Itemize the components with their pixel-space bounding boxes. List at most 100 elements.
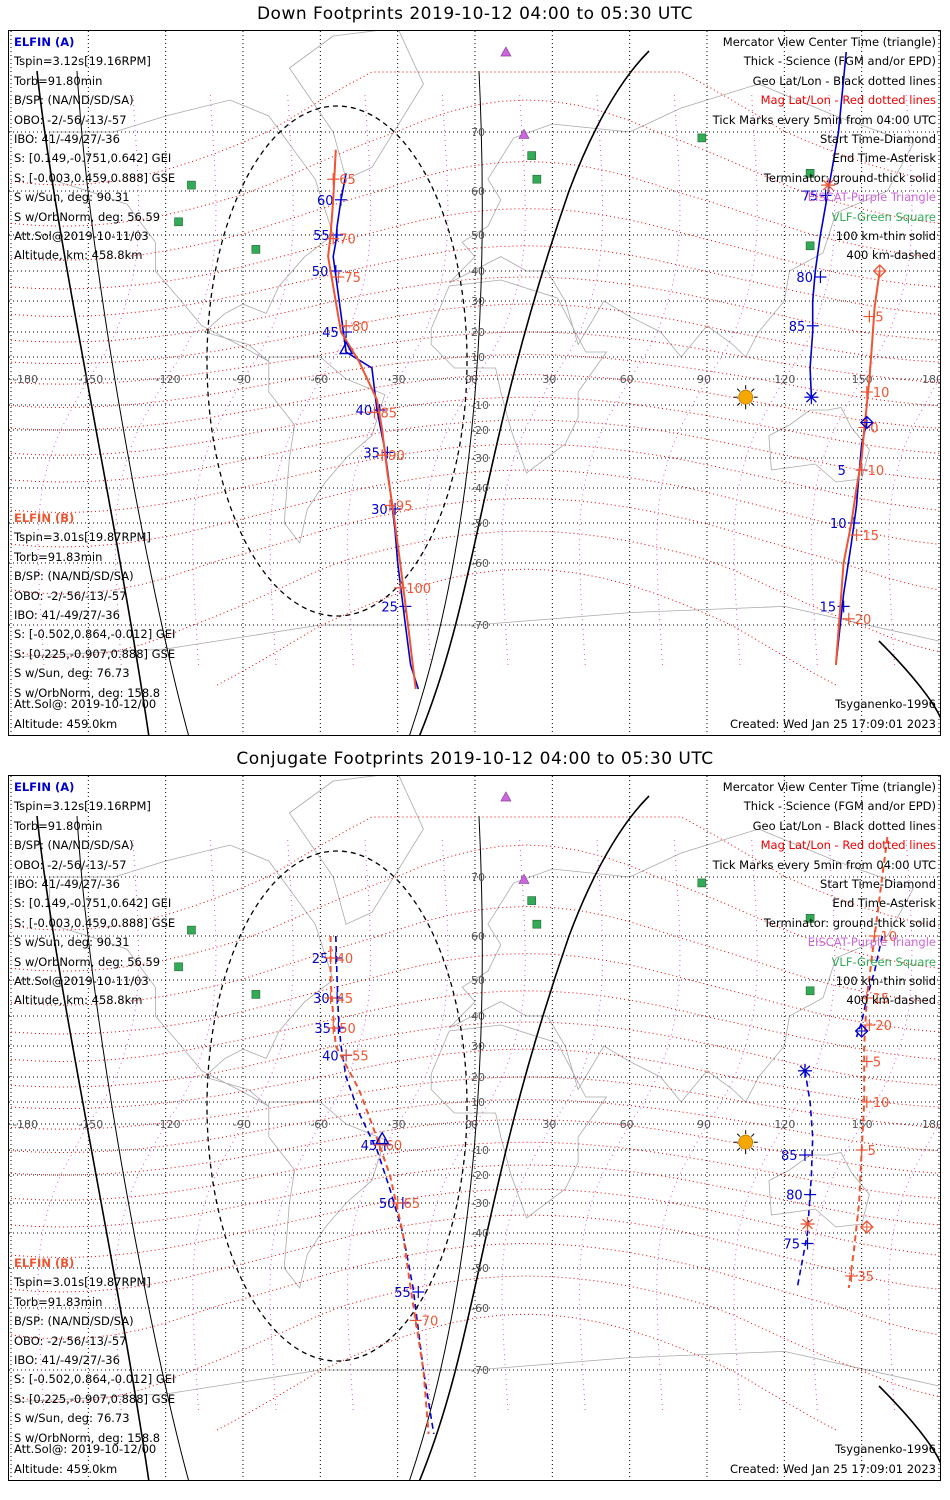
markers <box>375 1024 874 1234</box>
legend-end: End Time-Asterisk <box>832 151 936 166</box>
elfin-a-info: ELFIN (A) Tspin=3.12s[19.16RPM] Torb=91.… <box>14 778 175 1011</box>
lat-tick-label: -40 <box>471 482 489 495</box>
elfin-a-line: OBO: -2/-56/-13/-57 <box>14 857 127 872</box>
tick-label: 45 <box>337 992 354 1007</box>
elfin-a-line: Att.Sol@2019-10-11/03 <box>14 973 149 988</box>
legend-thick: Thick - Science (FGM and/or EPD) <box>743 54 936 69</box>
lat-tick-label: -70 <box>471 619 489 632</box>
lat-tick-label: 0 <box>471 373 478 386</box>
panel-title: Conjugate Footprints 2019-10-12 04:00 to… <box>236 749 714 769</box>
landmass-outline <box>49 844 334 1107</box>
landmass-outline <box>288 31 424 180</box>
tick-label: 75 <box>344 271 361 286</box>
lon-tick-label: 150 <box>852 1118 873 1131</box>
mag-parallel <box>10 303 940 365</box>
altitude: Altitude: 459.0km <box>14 1462 118 1476</box>
elfin-b-track: 40 45 50 55 60 65 70 10 15 20 5 10 5 35 <box>324 836 897 1435</box>
mag-meridian <box>656 91 758 666</box>
lat-tick-label: 60 <box>471 930 485 943</box>
footprint-line <box>796 1070 814 1289</box>
legend-geo: Geo Lat/Lon - Black dotted lines <box>752 818 936 833</box>
tick-label: 85 <box>781 1149 798 1164</box>
tick-label: 85 <box>380 407 397 422</box>
map-frame: -180 -150 -120 -90 -60 -30 0 30 60 90 120 150 180 70 6… <box>8 30 941 736</box>
lat-tick-label: 20 <box>471 326 485 339</box>
elfin-a-line: B/SP: (NA/ND/SD/SA) <box>14 838 134 853</box>
elfin-b-line: IBO: 41/-49/27/-36 <box>14 1352 120 1367</box>
vlf-site <box>805 169 815 178</box>
mag-meridian <box>501 836 604 1411</box>
elfin-a-line: S w/OrbNorm, deg: 56.59 <box>14 209 161 224</box>
lon-tick-label: -60 <box>310 1118 328 1131</box>
footprint-line <box>809 51 847 398</box>
tick-label: 40 <box>322 1049 339 1064</box>
eiscat-site <box>518 873 530 884</box>
mag-meridian <box>192 836 294 1411</box>
elfin-a-name: ELFIN (A) <box>14 780 75 794</box>
tick-label: 55 <box>352 1049 369 1064</box>
lat-tick-label: -60 <box>471 1302 489 1315</box>
lat-tick-label: -20 <box>471 1169 489 1182</box>
elfin-a-line: S: [-0.003,0.459,0.888] GSE <box>14 915 176 930</box>
elfin-b-line: S: [-0.502,0.864,-0.012] GEI <box>14 1372 176 1387</box>
end-asterisk <box>799 1065 811 1077</box>
lon-tick-label: 0 <box>465 1118 472 1131</box>
vlf-site <box>251 245 261 254</box>
elfin-b-line: S: [-0.502,0.864,-0.012] GEI <box>14 627 176 642</box>
vlf-site <box>805 914 815 923</box>
legend-eiscat: EISCAT-Purple Triangle <box>807 190 936 205</box>
att-sol: Att.Sol@: 2019-10-12/00 <box>14 1442 157 1456</box>
terminator <box>36 50 940 735</box>
mag-meridians <box>37 91 940 666</box>
elfin-a-info: ELFIN (A) Tspin=3.12s[19.16RPM] Torb=91.… <box>14 33 175 266</box>
lon-tick-label: -150 <box>78 1118 103 1131</box>
lon-tick-label: 120 <box>774 373 795 386</box>
mag-parallel <box>10 1275 940 1403</box>
mag-parallel <box>10 497 940 595</box>
mag-meridian <box>269 836 372 1411</box>
terminator-ground <box>878 1385 940 1464</box>
lon-tick-label: -30 <box>388 373 406 386</box>
tick-label: 80 <box>352 320 369 335</box>
vlf-site <box>532 919 542 929</box>
tick-label: 85 <box>789 320 806 335</box>
legend-ticks: Tick Marks every 5min from 04:00 UTC <box>712 112 936 127</box>
tick-label: 65 <box>339 173 356 188</box>
elfin-b-line: S w/OrbNorm, deg: 158.8 <box>14 1430 161 1445</box>
sun-icon <box>733 385 758 410</box>
tick-label: 25 <box>312 952 329 967</box>
mag-meridian <box>501 91 604 666</box>
elfin-a-line: S w/Sun, deg: 90.31 <box>14 935 130 950</box>
footprint-line <box>835 422 868 666</box>
tick-label: 40 <box>337 952 354 967</box>
mag-parallel <box>10 374 940 431</box>
lon-tick-label: 90 <box>697 373 711 386</box>
eiscat-site <box>500 791 512 802</box>
elfin-b-info: ELFIN (B) Tspin=3.01s[19.87RPM] Torb=91.… <box>14 1254 175 1448</box>
tick-label: 5 <box>838 464 846 479</box>
legend-start: Start Time-Diamond <box>820 876 936 891</box>
terminator-ground <box>36 815 150 1480</box>
att-sol: Att.Sol@: 2019-10-12/00 <box>14 697 157 711</box>
tick-label: 65 <box>404 1197 421 1212</box>
sun-ray <box>750 402 755 407</box>
tick-label: 10 <box>830 517 847 532</box>
lon-tick-label: 120 <box>774 1118 795 1131</box>
tick-label: 45 <box>361 1139 378 1154</box>
center-triangle <box>375 1131 390 1145</box>
tick-label: 60 <box>386 1139 403 1154</box>
tick-label: 55 <box>394 1286 411 1301</box>
mag-meridian <box>810 836 913 1411</box>
lat-tick-label: 70 <box>471 126 485 139</box>
terminator-100km <box>409 815 483 1480</box>
lat-tick-label: 0 <box>471 1118 478 1131</box>
tick-label: 35 <box>314 1022 331 1037</box>
elfin-b-line: OBO: -2/-56/-13/-57 <box>14 1333 127 1348</box>
footprint-line <box>327 149 417 690</box>
mag-meridian <box>424 91 526 666</box>
mag-parallel <box>10 530 940 658</box>
tick-label: 100 <box>406 582 431 597</box>
end-asterisk <box>805 391 817 403</box>
legend-geo: Geo Lat/Lon - Black dotted lines <box>752 73 936 88</box>
